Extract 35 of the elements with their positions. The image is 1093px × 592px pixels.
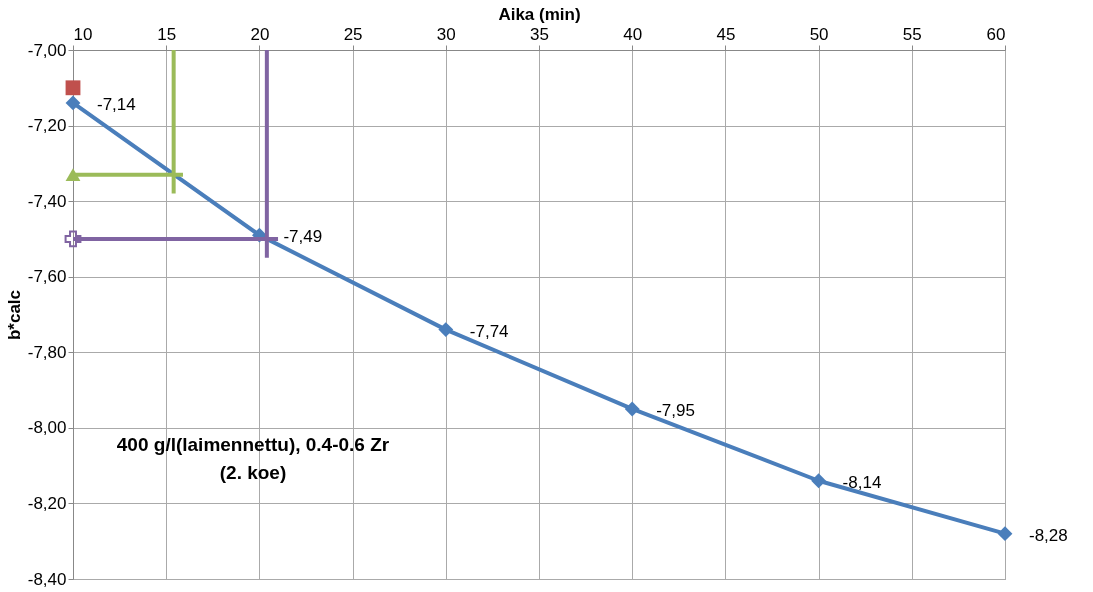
y-tick-label: -7,20	[27, 116, 67, 136]
y-axis-title: b*calc	[4, 289, 24, 341]
y-tick-label: -7,00	[27, 40, 67, 60]
y-tick-label: -7,60	[27, 267, 67, 287]
y-tick-label: -7,80	[27, 342, 67, 362]
x-tick-label: 30	[436, 24, 456, 44]
x-axis-title: Aika (min)	[498, 4, 581, 24]
y-tick-label: -8,40	[27, 569, 67, 589]
x-tick-label: 15	[157, 24, 177, 44]
point	[997, 526, 1013, 542]
x-tick-label: 55	[902, 24, 922, 44]
data-label: -8,14	[842, 472, 882, 492]
x-tick-label: 45	[716, 24, 736, 44]
point	[438, 322, 454, 338]
y-tick-label: -8,00	[27, 418, 67, 438]
data-label: -8,28	[1029, 525, 1068, 545]
x-tick-label: 50	[809, 24, 829, 44]
data-label: -7,14	[97, 94, 136, 114]
x-tick-label: 25	[343, 24, 363, 44]
y-tick-label: -7,40	[27, 191, 67, 211]
x-tick-label: 40	[623, 24, 643, 44]
point	[64, 230, 82, 248]
data-label: -7,74	[469, 321, 509, 341]
point	[811, 473, 827, 489]
y-tick-label: -8,20	[27, 493, 67, 513]
point	[624, 401, 640, 417]
annotation: 400 g/l(laimennettu), 0.4-0.6 Zr (2. koe)	[116, 434, 390, 483]
x-tick-label: 35	[530, 24, 549, 44]
point	[65, 80, 81, 96]
x-tick-label: 20	[250, 24, 270, 44]
x-tick-label: 60	[986, 24, 1006, 44]
point	[65, 95, 81, 111]
data-label: -7,95	[656, 400, 695, 420]
data-label: -7,49	[283, 227, 323, 247]
x-tick-label: 10	[73, 24, 93, 44]
